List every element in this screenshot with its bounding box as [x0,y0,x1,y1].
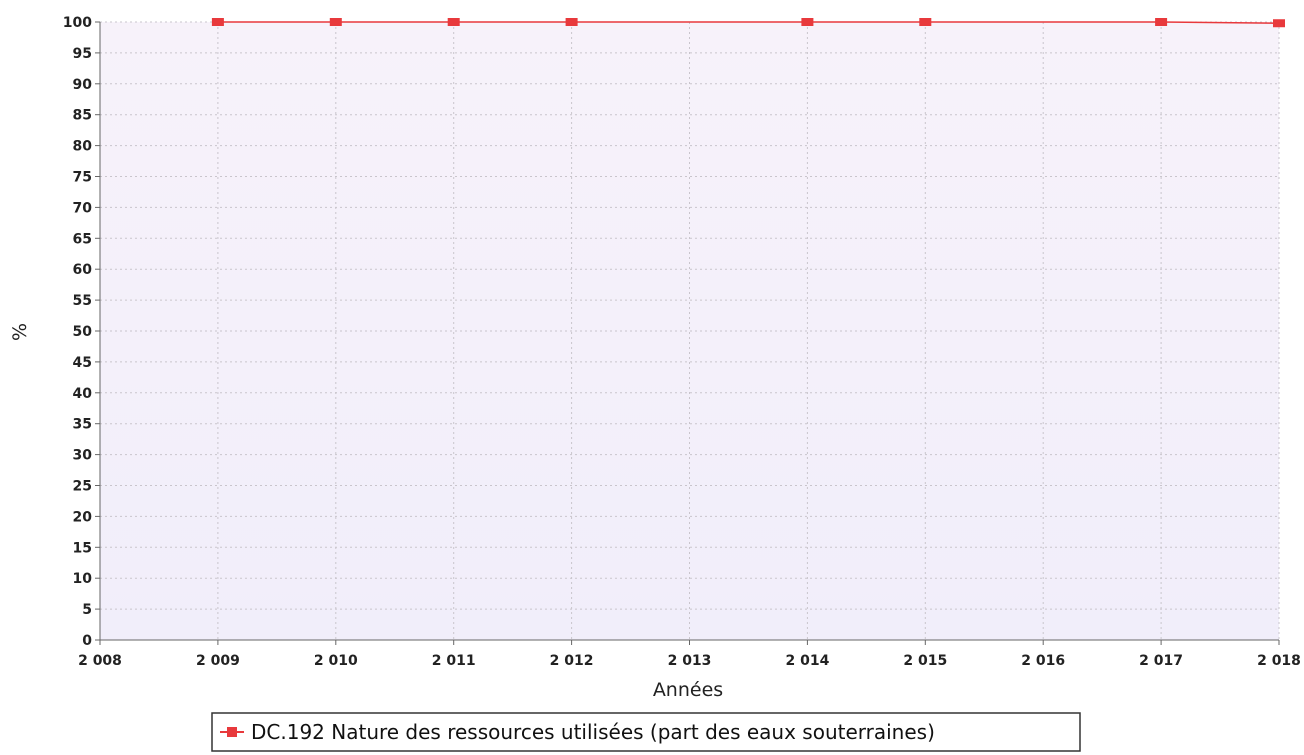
y-tick-label: 95 [73,46,92,62]
data-point [565,18,578,26]
y-tick-label: 30 [73,448,93,464]
data-point [329,18,342,26]
x-tick-label: 2 012 [550,653,594,669]
data-point [801,18,814,26]
y-tick-label: 80 [73,139,93,155]
grid-lines [99,21,1280,640]
y-tick-label: 50 [73,324,93,340]
x-tick-label: 2 011 [432,653,476,669]
y-axis-title: % [9,323,31,341]
series-line [217,21,1280,24]
x-tick-label: 2 010 [314,653,358,669]
y-tick-label: 60 [73,262,93,278]
x-tick-label: 2 015 [903,653,947,669]
y-tick-label: 25 [73,479,92,495]
y-tick-label: 0 [82,633,92,649]
legend-marker-swatch [227,727,237,737]
y-tick-label: 15 [73,540,92,556]
y-tick-label: 90 [73,77,93,93]
y-tick-label: 5 [82,602,92,618]
x-tick-label: 2 013 [668,653,712,669]
x-tick-label: 2 008 [78,653,122,669]
y-tick-label: 45 [73,355,92,371]
y-tick-label: 35 [73,417,92,433]
data-point [919,18,932,26]
y-tick-label: 10 [73,571,93,587]
y-tick-label: 85 [73,108,92,124]
series-layer [211,18,1285,28]
y-tick-label: 55 [73,293,92,309]
x-tick-label: 2 014 [785,653,829,669]
data-point [1155,18,1168,26]
data-point [211,18,224,26]
legend-label: DC.192 Nature des ressources utilisées (… [251,720,935,744]
y-tick-label: 65 [73,231,92,247]
y-tick-label: 20 [73,509,93,525]
x-axis-title: Années [653,679,723,701]
data-point [1273,19,1285,28]
y-tick-label: 40 [73,386,93,402]
legend: DC.192 Nature des ressources utilisées (… [211,712,1081,752]
x-tick-label: 2 017 [1139,653,1183,669]
y-tick-label: 75 [73,170,92,186]
y-tick-label: 100 [63,15,92,31]
legend-box [211,712,1081,752]
x-tick-label: 2 016 [1021,653,1065,669]
y-axis-ticks: 0 5 10 15 20 25 30 35 40 45 50 55 60 65 70 75 80 85 90 95 10… [63,15,100,649]
x-axis-ticks: 2 008 2 009 2 010 2 011 2 012 2 013 2 014 2 015… [78,640,1301,669]
x-tick-label: 2 018 [1257,653,1301,669]
y-tick-label: 70 [73,200,93,216]
x-tick-label: 2 009 [196,653,240,669]
data-point [447,18,460,26]
